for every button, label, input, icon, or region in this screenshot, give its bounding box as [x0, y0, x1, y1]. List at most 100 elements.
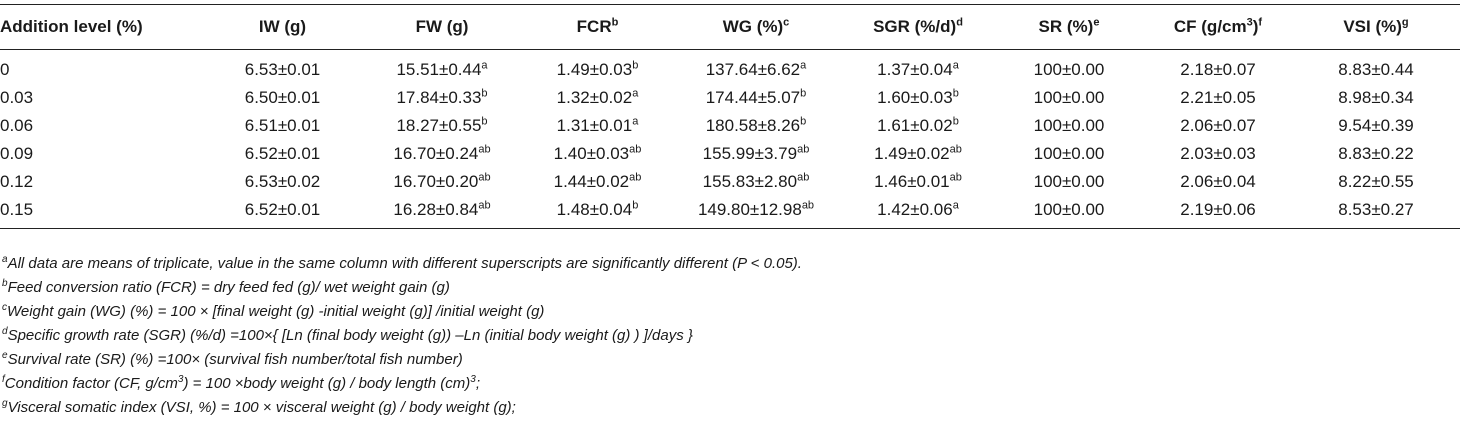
header-superscript: g	[1401, 16, 1409, 29]
significance-superscript: a	[952, 59, 959, 72]
addition-level-cell: 0.06	[0, 112, 206, 140]
cell-value: 8.53±0.27	[1338, 200, 1414, 219]
cell-value: 2.06±0.07	[1180, 116, 1256, 135]
value-cell: 1.49±0.03b	[525, 50, 670, 85]
cell-value: 149.80±12.98	[697, 200, 802, 219]
header-row: Addition level (%) IW (g) FW (g) FCRb WG (%)…	[0, 4, 1460, 50]
cell-value: 6.53±0.02	[244, 172, 321, 191]
significance-superscript: ab	[629, 171, 642, 184]
value-cell: 2.19±0.06	[1144, 196, 1292, 229]
significance-superscript: ab	[801, 199, 815, 212]
significance-superscript: b	[481, 87, 488, 100]
significance-superscript: b	[632, 199, 639, 212]
column-header: FCRb	[525, 4, 670, 50]
column-header-label: CF (g/cm	[1173, 17, 1247, 36]
cell-value: 100±0.00	[1033, 116, 1105, 135]
addition-level-cell: 0	[0, 50, 206, 85]
header-superscript: f	[1258, 16, 1263, 29]
cell-value: 0.09	[0, 144, 34, 163]
addition-level-cell: 0.15	[0, 196, 206, 229]
value-cell: 1.44±0.02ab	[525, 168, 670, 196]
significance-superscript: b	[800, 87, 807, 100]
cell-value: 1.49±0.03	[556, 60, 633, 79]
cell-value: 155.83±2.80	[702, 172, 798, 191]
cell-value: 8.98±0.34	[1338, 88, 1414, 107]
cell-value: 1.40±0.03	[553, 144, 630, 163]
table-header: Addition level (%) IW (g) FW (g) FCRb WG (%)…	[0, 4, 1460, 50]
table-body: 0 6.53±0.01 15.51±0.44a 1.49±0.03b 137.64±6.…	[0, 50, 1460, 229]
significance-superscript: a	[800, 59, 807, 72]
cell-value: 155.99±3.79	[702, 144, 798, 163]
value-cell: 2.18±0.07	[1144, 50, 1292, 85]
value-cell: 100±0.00	[994, 50, 1144, 85]
footnote-marker: e	[2, 350, 8, 361]
cell-value: 1.46±0.01	[874, 172, 950, 191]
column-header-label-suffix: )	[1252, 17, 1259, 36]
value-cell: 6.52±0.01	[206, 140, 359, 168]
significance-superscript: ab	[797, 143, 810, 156]
footnote-marker: b	[2, 278, 8, 289]
addition-level-cell: 0.09	[0, 140, 206, 168]
value-cell: 100±0.00	[994, 140, 1144, 168]
column-header: CF (g/cm3)f	[1144, 4, 1292, 50]
cell-value: 6.52±0.01	[244, 200, 321, 219]
cell-value: 1.32±0.02	[556, 88, 633, 107]
significance-superscript: a	[481, 59, 488, 72]
cell-value: 1.61±0.02	[877, 116, 953, 135]
footnote: eSurvival rate (SR) (%) =100× (survival …	[2, 348, 802, 372]
value-cell: 17.84±0.33b	[359, 84, 525, 112]
addition-level-cell: 0.03	[0, 84, 206, 112]
cell-value: 100±0.00	[1033, 60, 1105, 79]
value-cell: 174.44±5.07b	[670, 84, 842, 112]
cell-value: 9.54±0.39	[1338, 116, 1414, 135]
cell-value: 0.12	[0, 172, 34, 191]
header-superscript: b	[611, 16, 619, 29]
value-cell: 155.99±3.79ab	[670, 140, 842, 168]
footnote-text: Specific growth rate (SGR) (%/d) =100×{ …	[7, 327, 693, 344]
cell-value: 1.44±0.02	[553, 172, 630, 191]
header-superscript: 3	[1246, 16, 1253, 29]
value-cell: 6.53±0.01	[206, 50, 359, 85]
value-cell: 8.83±0.22	[1292, 140, 1460, 168]
cell-value: 2.21±0.05	[1180, 88, 1256, 107]
footnote-text: Condition factor (CF, g/cm	[4, 375, 178, 392]
significance-superscript: b	[952, 87, 959, 100]
value-cell: 1.49±0.02ab	[842, 140, 994, 168]
significance-superscript: a	[632, 115, 639, 128]
value-cell: 8.98±0.34	[1292, 84, 1460, 112]
column-header-label: FW (g)	[415, 17, 469, 36]
value-cell: 1.40±0.03ab	[525, 140, 670, 168]
footnote-text: Survival rate (SR) (%) =100× (survival f…	[7, 351, 463, 368]
cell-value: 16.70±0.20	[393, 172, 479, 191]
value-cell: 6.50±0.01	[206, 84, 359, 112]
footnote-marker: g	[2, 398, 8, 409]
cell-value: 1.48±0.04	[556, 200, 633, 219]
significance-superscript: ab	[949, 171, 962, 184]
table-footnotes: aAll data are means of triplicate, value…	[2, 252, 802, 420]
value-cell: 137.64±6.62a	[670, 50, 842, 85]
cell-value: 18.27±0.55	[396, 116, 482, 135]
value-cell: 1.60±0.03b	[842, 84, 994, 112]
value-cell: 2.06±0.07	[1144, 112, 1292, 140]
footnote-marker: a	[2, 254, 8, 265]
value-cell: 6.51±0.01	[206, 112, 359, 140]
cell-value: 100±0.00	[1033, 144, 1105, 163]
footnote-marker: d	[2, 326, 8, 337]
cell-value: 6.53±0.01	[244, 60, 321, 79]
cell-value: 1.31±0.01	[556, 116, 633, 135]
value-cell: 1.46±0.01ab	[842, 168, 994, 196]
value-cell: 18.27±0.55b	[359, 112, 525, 140]
cell-value: 16.70±0.24	[393, 144, 479, 163]
footnote-superscript: 3	[470, 374, 476, 385]
column-header: IW (g)	[206, 4, 359, 50]
value-cell: 2.06±0.04	[1144, 168, 1292, 196]
value-cell: 1.61±0.02b	[842, 112, 994, 140]
footnote-marker: c	[2, 302, 7, 313]
cell-value: 137.64±6.62	[705, 60, 801, 79]
cell-value: 17.84±0.33	[396, 88, 482, 107]
value-cell: 6.52±0.01	[206, 196, 359, 229]
value-cell: 16.28±0.84ab	[359, 196, 525, 229]
significance-superscript: b	[481, 115, 488, 128]
value-cell: 8.53±0.27	[1292, 196, 1460, 229]
table-row: 0.09 6.52±0.01 16.70±0.24ab 1.40±0.03ab 155.…	[0, 140, 1460, 168]
